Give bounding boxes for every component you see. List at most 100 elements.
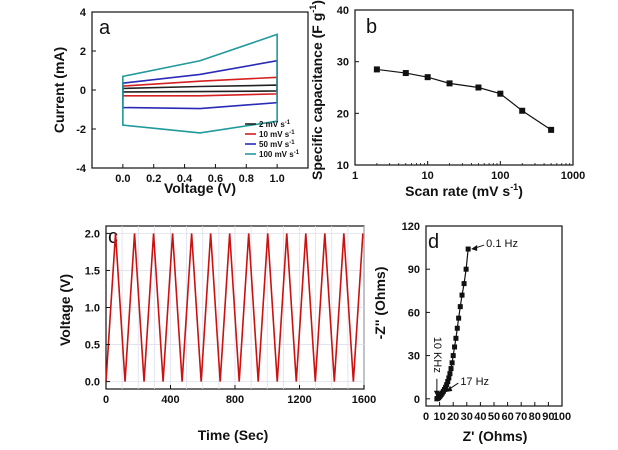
panel-c-ytick-label: 2.0 (85, 228, 100, 240)
capacitance-point (548, 126, 555, 133)
panel-d-xtick-label: 60 (501, 411, 513, 423)
panel-a-xtick-label: 0.0 (115, 173, 130, 185)
annotation-arrowhead-2 (433, 390, 440, 397)
panel-c-ytick-label: 1.5 (85, 265, 100, 277)
nyquist-point (447, 371, 453, 377)
panel-c-xtick-label: 400 (161, 394, 179, 406)
legend-label-text: 50 mV s (259, 140, 290, 149)
panel-c-ytick-label: 1.0 (85, 303, 100, 315)
capacitance-point (475, 84, 482, 91)
panel-d-ylabel: -Z'' (Ohms) (372, 267, 388, 340)
cv-curve-3 (122, 33, 278, 134)
nyquist-point (457, 304, 463, 310)
panel-d-xtick-label: 20 (447, 411, 459, 423)
panel-d-xtick-label: 80 (529, 411, 541, 423)
nyquist-point (448, 366, 454, 372)
panel-a-ytick-label: 4 (80, 7, 87, 19)
panel-c-ytick-label: 0.0 (85, 377, 100, 389)
nyquist-point (445, 379, 451, 385)
nyquist-point (443, 384, 449, 390)
panel-d-xtick-label: 30 (461, 411, 473, 423)
legend-label-1: 10 mV s-1 (259, 130, 295, 139)
panel-d-xtick-label: 90 (542, 411, 554, 423)
nyquist-point (456, 315, 462, 321)
legend-label-text: 100 mV s (259, 150, 294, 159)
annotation-label-1: 17 Hz (460, 376, 489, 388)
panel-b-ytick-label: 40 (337, 5, 349, 17)
panel-a-xtick-label: 0.6 (208, 173, 223, 185)
panel-d-ytick-label: 0 (414, 394, 420, 406)
panel-d-ytick-label: 120 (402, 221, 420, 233)
panel-d-xtick-label: 10 (433, 411, 445, 423)
panel-c: c 0 400 800 1200 1600 0.0 0.5 1.0 1.5 2.0 Time (… (57, 225, 376, 443)
panel-c-xtick-label: 0 (103, 394, 109, 406)
panel-d-xtick-label: 40 (474, 411, 486, 423)
nyquist-point (450, 353, 456, 359)
capacitance-point (446, 80, 453, 87)
capacitance-point (519, 107, 526, 114)
panel-b-xtick-label: 1000 (561, 170, 585, 182)
legend-label-3: 100 mV s-1 (259, 150, 300, 159)
nyquist-point (461, 281, 467, 287)
panel-d-label: d (428, 231, 439, 253)
nyquist-point (444, 382, 450, 388)
panel-a: a 0.0 0.2 0.4 0.6 0.8 1.0 -4 -2 0 2 4 Voltage (V)… (51, 7, 309, 196)
panel-b-ylabel: Specific capacitance (F g-1) (308, 0, 325, 180)
capacitance-point (424, 74, 431, 81)
nyquist-point (463, 266, 469, 272)
nyquist-point (459, 292, 465, 298)
panel-b-ytick-label: 10 (337, 160, 349, 172)
legend-label-sup: -1 (285, 120, 291, 126)
panel-b-ytick-label: 20 (337, 108, 349, 120)
panel-c-ytick-label: 0.5 (85, 340, 100, 352)
panel-d-ytick-label: 30 (408, 351, 420, 363)
panel-a-xtick-label: 0.2 (146, 173, 161, 185)
panel-c-xlabel: Time (Sec) (198, 427, 269, 443)
capacitance-line (376, 68, 552, 131)
panel-a-xlabel: Voltage (V) (164, 180, 236, 196)
panel-b-label: b (366, 16, 377, 38)
panel-a-ytick-label: 0 (80, 85, 86, 97)
panel-c-xtick-label: 1200 (287, 394, 311, 406)
legend-label-sup: -1 (289, 140, 295, 146)
panel-d-xtick-label: 50 (488, 411, 500, 423)
panel-b-xtick-label: 1 (352, 170, 358, 182)
annotation-arrowhead-0 (471, 245, 478, 252)
panel-a-ytick-label: 2 (80, 46, 86, 58)
annotation-arrowhead-1 (445, 386, 453, 393)
legend-label-0: 2 mV s-1 (259, 120, 291, 129)
capacitance-point (373, 66, 380, 73)
panel-b-xlabel: Scan rate (mV s-1) (405, 182, 523, 199)
nyquist-point (449, 360, 455, 366)
legend-label-text: 10 mV s (259, 130, 290, 139)
panel-b-frame (354, 9, 574, 166)
panel-c-xtick-label: 1600 (352, 394, 376, 406)
nyquist-point (453, 335, 459, 341)
legend-label-sup: -1 (289, 130, 295, 136)
panel-c-label: c (108, 226, 118, 248)
panel-a-ytick-label: -2 (76, 124, 86, 136)
annotation-label-0: 0.1 Hz (486, 238, 518, 250)
panel-a-xtick-label: 1.0 (269, 173, 284, 185)
panel-a-label: a (99, 17, 111, 39)
panel-b-xtick-label: 100 (491, 170, 509, 182)
annotation-label-2: 10 KHz (431, 337, 443, 373)
legend-label-text: 2 mV s (259, 120, 285, 129)
panel-d-xtick-label: 100 (553, 411, 571, 423)
nyquist-point (452, 344, 458, 350)
panel-d-ytick-label: 60 (408, 307, 420, 319)
panel-c-xtick-label: 800 (226, 394, 244, 406)
panel-a-xtick-label: 0.8 (239, 173, 254, 185)
capacitance-point (402, 70, 409, 77)
panel-a-ylabel: Current (mA) (51, 47, 67, 133)
panel-d-ytick-label: 90 (408, 264, 420, 276)
panel-d-xlabel: Z' (Ohms) (463, 428, 528, 444)
panel-c-ylabel: Voltage (V) (57, 274, 73, 346)
panel-d-xtick-label: 0 (423, 411, 429, 423)
panel-a-ytick-label: -4 (76, 163, 87, 175)
nyquist-point (454, 325, 460, 331)
